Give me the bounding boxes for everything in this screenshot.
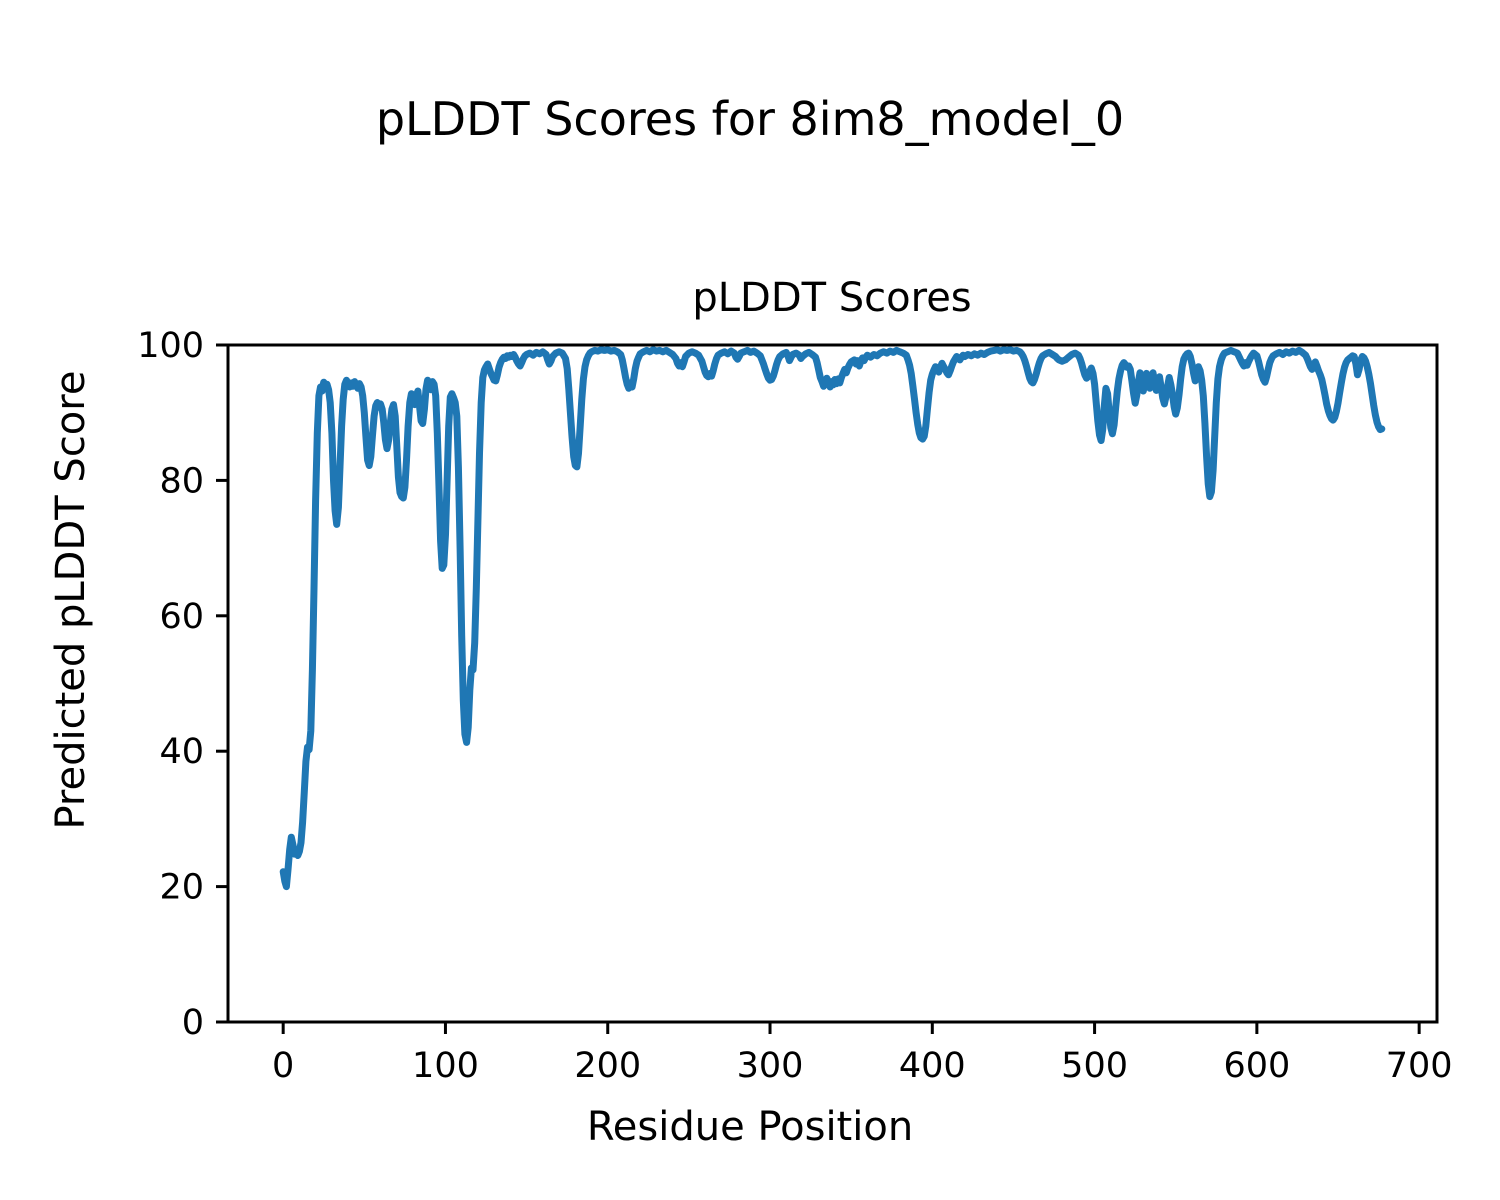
axes-title: pLDDT Scores [692,275,972,321]
y-tick-label: 60 [159,597,204,637]
x-tick-label: 400 [899,1046,966,1086]
y-tick-label: 20 [159,868,204,908]
y-ticks: 0 20 40 60 80 100 [137,326,228,1043]
y-tick-label: 40 [159,732,204,772]
x-tick-label: 600 [1223,1046,1290,1086]
x-tick-label: 700 [1386,1046,1453,1086]
y-tick-label: 100 [137,326,204,366]
y-axis-label: Predicted pLDDT Score [48,370,94,830]
x-axis-label: Residue Position [586,1104,914,1150]
x-ticks: 0 100 200 300 400 500 600 700 [272,1022,1453,1086]
y-tick-label: 0 [182,1003,204,1043]
x-tick-label: 200 [574,1046,641,1086]
x-tick-label: 0 [272,1046,294,1086]
x-tick-label: 500 [1061,1046,1128,1086]
plddt-line [279,346,1386,891]
x-tick-label: 300 [737,1046,804,1086]
plot-border [226,343,1439,1024]
x-tick-label: 100 [412,1046,479,1086]
figure-title: pLDDT Scores for 8im8_model_0 [375,92,1125,146]
y-tick-label: 80 [159,461,204,501]
